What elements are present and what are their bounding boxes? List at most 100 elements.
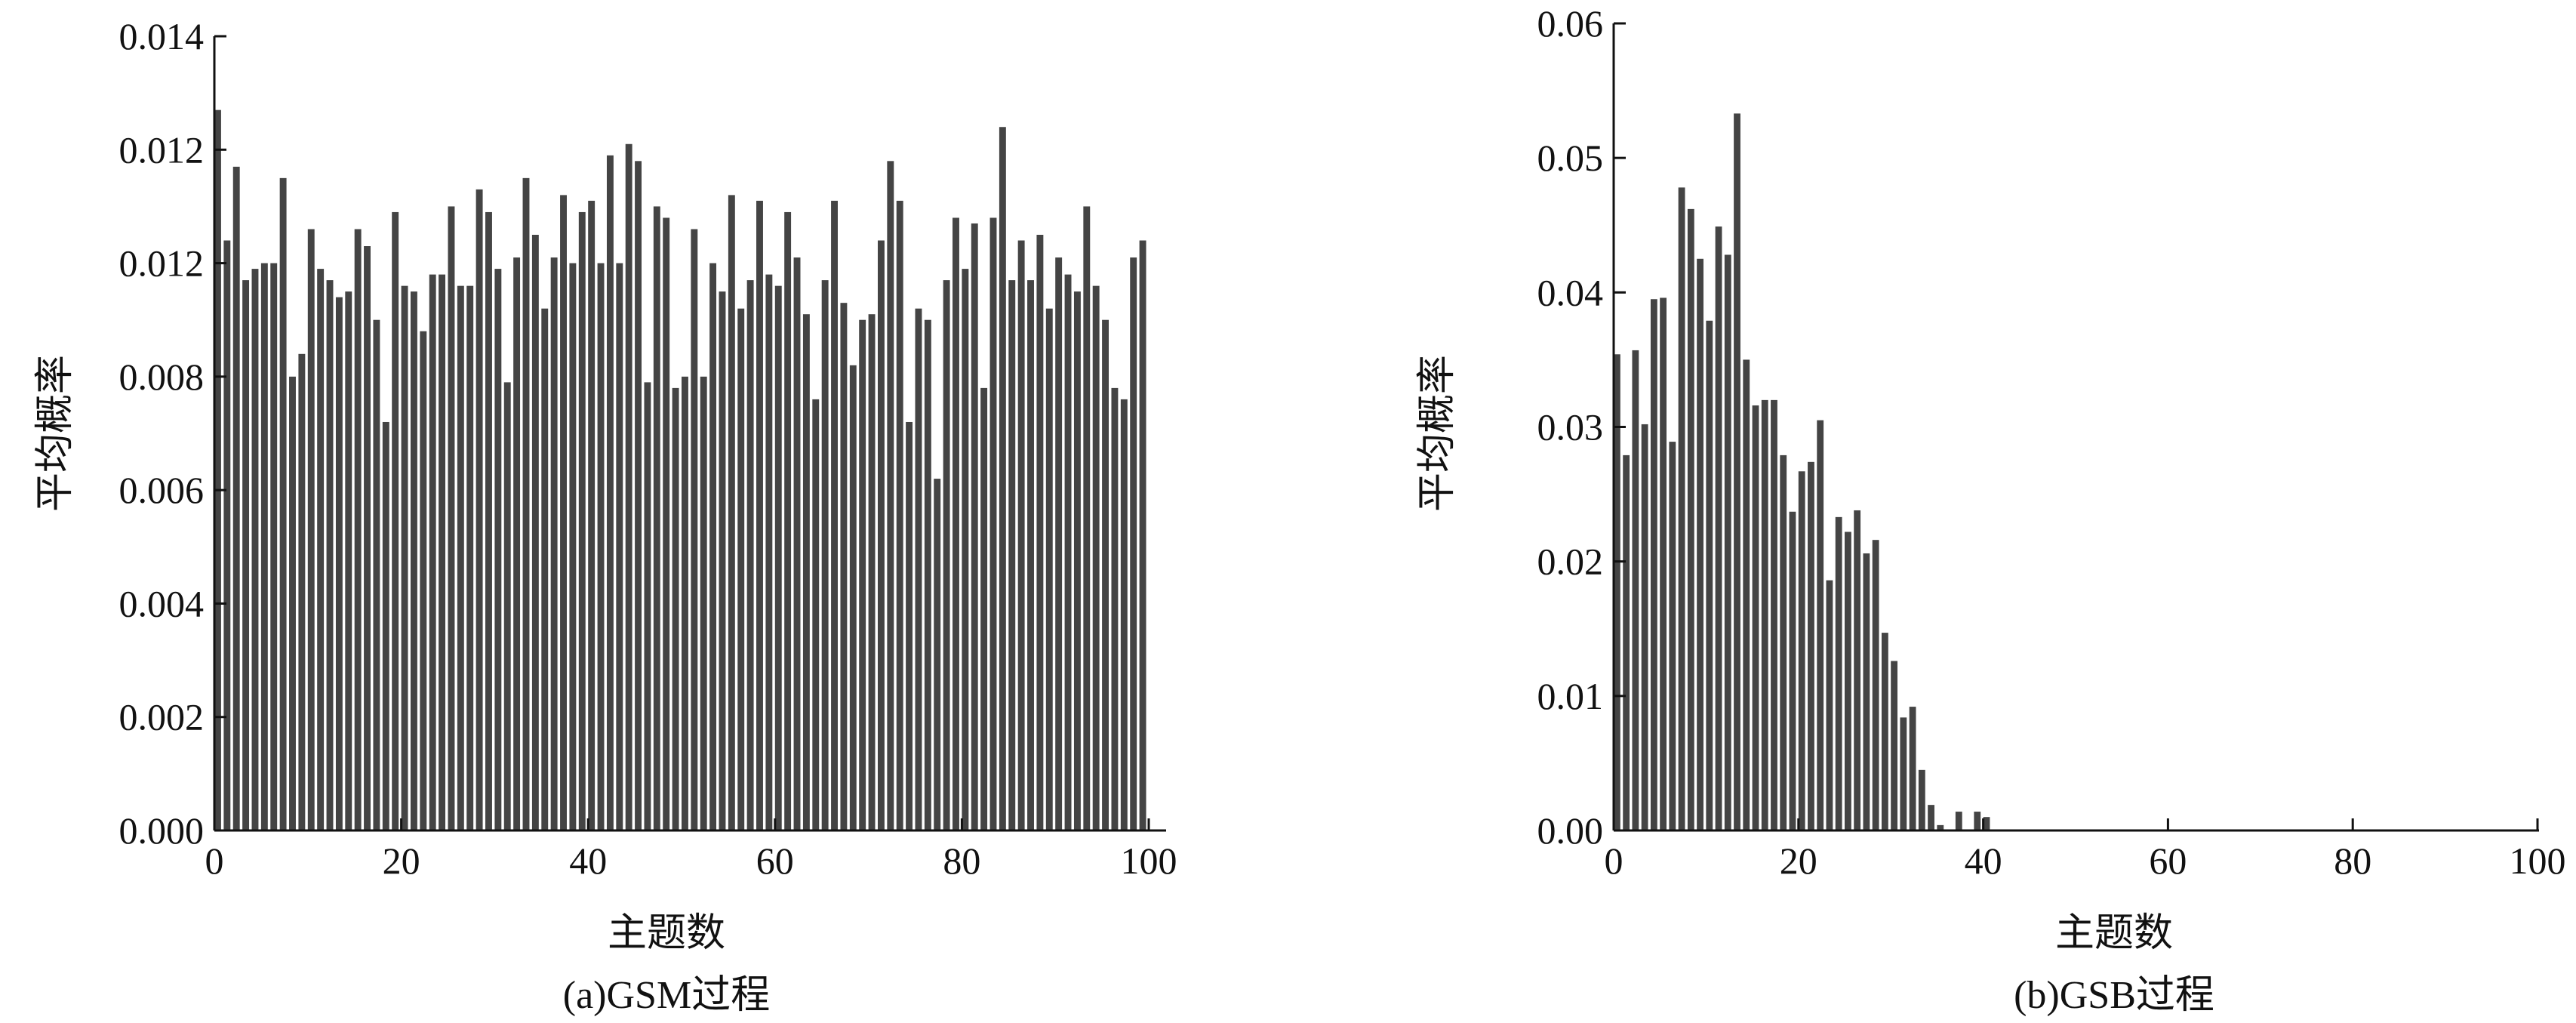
bar-topic-19 xyxy=(392,211,399,830)
x-tick-label: 0 xyxy=(205,840,224,882)
bar-topic-33 xyxy=(522,177,530,831)
x-tick-label: 40 xyxy=(1965,840,2002,882)
bar-topic-30 xyxy=(494,269,502,831)
bar-topic-79 xyxy=(953,217,959,831)
bar-topic-21 xyxy=(410,291,417,830)
bar-topic-13 xyxy=(335,297,343,830)
bar-topic-53 xyxy=(709,263,717,830)
bar-topic-18 xyxy=(1780,454,1787,830)
bar-topic-93 xyxy=(1083,206,1091,830)
x-tick-label: 40 xyxy=(569,840,607,882)
y-axis-title: 平均概率 xyxy=(1414,355,1460,512)
bar-topic-26 xyxy=(457,285,464,830)
bar-topic-49 xyxy=(672,387,679,830)
y-axis-title: 平均概率 xyxy=(32,355,78,512)
bar-topic-22 xyxy=(420,331,427,830)
bar-topic-24 xyxy=(439,274,446,831)
y-tick-label: 0.014 xyxy=(119,15,205,57)
bars-group xyxy=(214,109,1146,831)
x-axis-title: 主题数 xyxy=(2055,911,2173,956)
bar-topic-68 xyxy=(849,365,857,831)
bar-topic-31 xyxy=(1900,717,1907,830)
bar-topic-37 xyxy=(1955,812,1962,830)
bar-topic-62 xyxy=(793,257,801,830)
bar-topic-22 xyxy=(1817,420,1824,830)
bar-topic-3 xyxy=(1641,424,1648,830)
bar-topic-73 xyxy=(896,200,903,830)
y-tick-label: 0.012 xyxy=(119,128,205,171)
panel-caption: (b)GSB过程 xyxy=(2014,974,2214,1017)
bar-topic-64 xyxy=(812,399,820,830)
bar-topic-75 xyxy=(915,308,922,830)
bar-topic-78 xyxy=(943,280,950,830)
bar-topic-0 xyxy=(1614,354,1620,830)
bar-topic-85 xyxy=(1008,280,1016,830)
bar-topic-35 xyxy=(541,308,549,830)
bar-topic-65 xyxy=(821,280,829,830)
bar-topic-13 xyxy=(1734,113,1740,830)
bar-topic-1 xyxy=(1623,454,1630,830)
bar-topic-34 xyxy=(1928,805,1934,830)
bar-topic-4 xyxy=(251,269,259,831)
bar-topic-43 xyxy=(616,263,623,830)
y-tick-label: 0.004 xyxy=(119,582,205,624)
bar-topic-47 xyxy=(653,206,660,830)
bar-topic-98 xyxy=(1130,257,1137,830)
bar-topic-9 xyxy=(1697,258,1703,830)
chart-panel-gsb: 0.00 0.01 0.02 0.03 0.04 0.05 0.06 0 20 40 60 80 10… xyxy=(1288,0,2576,1023)
bar-topic-71 xyxy=(877,240,885,830)
bar-topic-91 xyxy=(1064,274,1072,831)
bar-topic-63 xyxy=(802,314,810,830)
bar-topic-31 xyxy=(503,382,511,830)
bar-topic-26 xyxy=(1854,510,1861,830)
bar-topic-25 xyxy=(448,206,455,830)
y-tick-label: 0.012 xyxy=(119,242,205,285)
y-tick-label: 0.04 xyxy=(1537,271,1604,313)
bar-topic-14 xyxy=(345,291,352,830)
bar-topic-8 xyxy=(289,376,296,830)
bar-topic-83 xyxy=(989,217,997,831)
bar-topic-25 xyxy=(1845,532,1851,830)
bar-topic-3 xyxy=(242,280,250,830)
panel-caption: (a)GSM过程 xyxy=(563,974,770,1017)
bar-topic-61 xyxy=(784,211,792,830)
bar-topic-6 xyxy=(270,263,278,830)
bar-topic-7 xyxy=(279,177,287,831)
y-tick-label: 0.002 xyxy=(119,696,205,738)
bar-topic-9 xyxy=(298,353,306,830)
bar-topic-42 xyxy=(606,155,614,831)
bar-topic-16 xyxy=(364,246,371,830)
x-tick-label: 80 xyxy=(2334,840,2371,882)
bar-topic-5 xyxy=(1660,297,1667,831)
x-tick-label: 100 xyxy=(2510,840,2566,882)
bar-topic-50 xyxy=(682,376,688,830)
bar-topic-20 xyxy=(1798,471,1805,830)
bar-topic-87 xyxy=(1027,280,1034,830)
bar-topic-33 xyxy=(1918,769,1925,830)
bar-topic-38 xyxy=(569,263,577,830)
bar-topic-35 xyxy=(1937,824,1944,830)
bar-topic-32 xyxy=(513,257,521,830)
bar-topic-10 xyxy=(1706,320,1713,830)
bar-topic-15 xyxy=(354,229,362,830)
y-tick-label: 0.00 xyxy=(1537,809,1604,852)
bar-topic-44 xyxy=(625,143,632,830)
bar-topic-80 xyxy=(962,269,969,831)
bar-topic-8 xyxy=(1687,208,1694,830)
bar-topic-81 xyxy=(971,223,978,831)
bar-topic-37 xyxy=(560,195,567,830)
bar-topic-41 xyxy=(597,263,605,830)
bar-topic-6 xyxy=(1669,442,1676,830)
x-tick-label: 60 xyxy=(2149,840,2187,882)
bar-topic-60 xyxy=(774,285,782,830)
bar-topic-40 xyxy=(1983,817,1990,830)
bar-topic-14 xyxy=(1743,359,1750,830)
bar-topic-34 xyxy=(531,235,539,830)
bar-topic-29 xyxy=(1881,633,1888,830)
bar-topic-54 xyxy=(719,291,726,830)
bars-group xyxy=(1614,113,1990,831)
bar-topic-39 xyxy=(578,211,586,830)
bar-topic-21 xyxy=(1808,461,1814,830)
bar-topic-2 xyxy=(232,166,240,830)
bar-topic-7 xyxy=(1678,187,1685,831)
